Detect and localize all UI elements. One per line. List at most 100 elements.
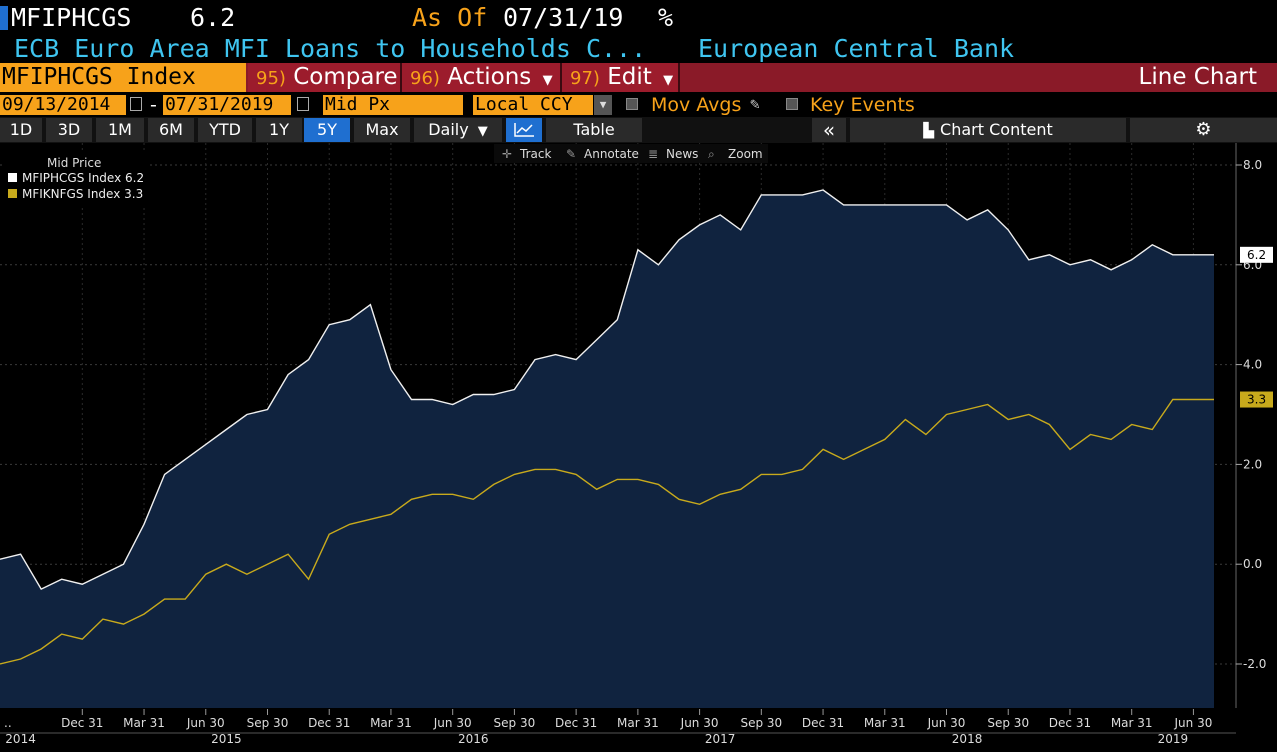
- series-1-area: [0, 190, 1214, 708]
- caret-down-icon: ▼: [542, 73, 553, 88]
- y-tick-label: 0.0: [1243, 557, 1262, 571]
- y-tick-label: 2.0: [1243, 457, 1262, 471]
- key-events-checkbox[interactable]: [786, 98, 798, 110]
- ticker-marker: [0, 6, 8, 30]
- dropdown-arrow-icon[interactable]: ▼: [594, 95, 612, 115]
- unit: %: [658, 3, 674, 32]
- x-tick-label: Sep 30: [247, 716, 289, 730]
- gear-icon[interactable]: ⚙: [1130, 118, 1277, 142]
- news-tool[interactable]: News: [666, 147, 698, 161]
- frequency-select[interactable]: Daily ▼: [414, 118, 502, 142]
- period-ytd[interactable]: YTD: [198, 118, 252, 142]
- calendar-icon[interactable]: [130, 97, 142, 111]
- crosshair-icon[interactable]: ✛: [502, 147, 512, 161]
- caret-down-icon: ▼: [477, 124, 488, 139]
- series-2-line: [0, 398, 1214, 665]
- description-bar: ECB Euro Area MFI Loans to Households C.…: [0, 34, 1277, 64]
- x-tick-label: Mar 31: [617, 716, 659, 730]
- pencil-icon[interactable]: ✎: [750, 94, 760, 113]
- legend-title: Mid Price: [47, 156, 101, 170]
- chart-area: 8.0 6.0 4.0 2.0 0.0 -2.0 Dec 31 Mar 31 Jun 30 Se…: [0, 143, 1277, 748]
- chart-content-button[interactable]: ▙ Chart Content: [850, 118, 1126, 142]
- x-axis-background: [0, 709, 1277, 748]
- field-select[interactable]: Mid Px: [323, 95, 463, 115]
- last-value-tag-1-box: [1240, 246, 1273, 263]
- options-bar: 09/13/2014 - 07/31/2019 Mid Px Local CCY…: [0, 92, 1277, 117]
- start-date-field[interactable]: 09/13/2014: [0, 95, 126, 115]
- chart-content-label: Chart Content: [940, 120, 1053, 139]
- x-tick-label: Sep 30: [987, 716, 1029, 730]
- last-value-tag-2-text: 3.3: [1247, 393, 1266, 407]
- compare-num: 95): [256, 68, 286, 89]
- legend-series-1-name: MFIPHCGS Index: [22, 171, 121, 185]
- track-tool[interactable]: Track: [519, 147, 551, 161]
- legend-series-2-name: MFIKNFGS Index: [22, 187, 120, 201]
- collapse-icon[interactable]: «: [812, 118, 846, 142]
- security-field[interactable]: MFIPHCGS Index: [0, 63, 246, 92]
- y-tick-label: 4.0: [1243, 358, 1262, 372]
- description: ECB Euro Area MFI Loans to Households C.…: [14, 34, 647, 63]
- x-tick-label: Jun 30: [927, 716, 966, 730]
- last-value-tag-1: 6.2: [1240, 246, 1273, 263]
- last-value-tag-1-text: 6.2: [1247, 248, 1266, 262]
- last-value: 6.2: [190, 3, 236, 32]
- annotate-tool[interactable]: Annotate: [584, 147, 639, 161]
- zoom-tool[interactable]: Zoom: [728, 147, 763, 161]
- x-tick-label: Mar 31: [123, 716, 165, 730]
- x-tick-label: Dec 31: [802, 716, 844, 730]
- edit-button[interactable]: 97) Edit ▼: [562, 63, 680, 92]
- period-1m[interactable]: 1M: [96, 118, 144, 142]
- end-date-field[interactable]: 07/31/2019: [163, 95, 291, 115]
- chart-tools-strip: [494, 144, 768, 163]
- x-tick-label: Dec 31: [308, 716, 350, 730]
- compare-label: Compare: [293, 64, 398, 90]
- table-button[interactable]: Table: [546, 118, 642, 142]
- currency-select[interactable]: Local CCY: [473, 95, 593, 115]
- period-3d[interactable]: 3D: [46, 118, 92, 142]
- frequency-label: Daily: [428, 120, 469, 139]
- x-tick-label: Mar 31: [1111, 716, 1153, 730]
- period-1d[interactable]: 1D: [0, 118, 42, 142]
- source: European Central Bank: [698, 34, 1015, 63]
- x-tick-label: Jun 30: [433, 716, 472, 730]
- period-5y[interactable]: 5Y: [304, 118, 350, 142]
- chart-content-icon: ▙: [923, 123, 935, 139]
- x-axis-start-mark: ..: [4, 716, 12, 730]
- legend-item-1: MFIPHCGS Index 6.2: [22, 171, 144, 185]
- legend-item-2: MFIKNFGS Index 3.3: [22, 187, 143, 201]
- actions-label: Actions: [447, 64, 532, 90]
- legend-swatch-2: [8, 189, 17, 198]
- legend-swatch-1: [8, 173, 17, 182]
- annotate-icon[interactable]: ✎: [566, 147, 576, 161]
- calendar-icon[interactable]: [297, 97, 309, 111]
- news-icon[interactable]: ≣: [648, 147, 658, 161]
- x-tick-label: Mar 31: [370, 716, 412, 730]
- legend-background: [2, 153, 148, 205]
- last-value-tag-2-box: [1240, 391, 1273, 408]
- legend: Mid Price MFIPHCGS Index 6.2 MFIKNFGS In…: [2, 153, 148, 205]
- ticker: MFIPHCGS: [11, 3, 132, 32]
- y-tick-label: 8.0: [1243, 158, 1262, 172]
- zoom-icon[interactable]: ⌕: [708, 147, 715, 161]
- y-tick-label: -2.0: [1243, 657, 1266, 671]
- x-tick-label: Sep 30: [494, 716, 536, 730]
- actions-button[interactable]: 96) Actions ▼: [402, 63, 562, 92]
- x-tick-label: Sep 30: [740, 716, 782, 730]
- x-tick-label: Dec 31: [1049, 716, 1091, 730]
- period-6m[interactable]: 6M: [148, 118, 194, 142]
- x-year-label: 2015: [211, 732, 242, 746]
- x-year-label: 2014: [5, 732, 36, 746]
- x-tick-label: Jun 30: [680, 716, 719, 730]
- mov-avgs-checkbox[interactable]: [626, 98, 638, 110]
- period-1y[interactable]: 1Y: [256, 118, 302, 142]
- x-year-label: 2017: [705, 732, 736, 746]
- period-toolbar: 1D 3D 1M 6M YTD 1Y 5Y Max Daily ▼ Table …: [0, 117, 1277, 143]
- edit-num: 97): [570, 68, 600, 89]
- as-of-date: 07/31/19: [503, 3, 624, 32]
- compare-button[interactable]: 95) Compare: [248, 63, 402, 92]
- series-1-line: [0, 189, 1214, 591]
- line-chart-icon[interactable]: [506, 118, 542, 142]
- x-year-label: 2018: [952, 732, 983, 746]
- period-max[interactable]: Max: [354, 118, 410, 142]
- x-year-label: 2016: [458, 732, 489, 746]
